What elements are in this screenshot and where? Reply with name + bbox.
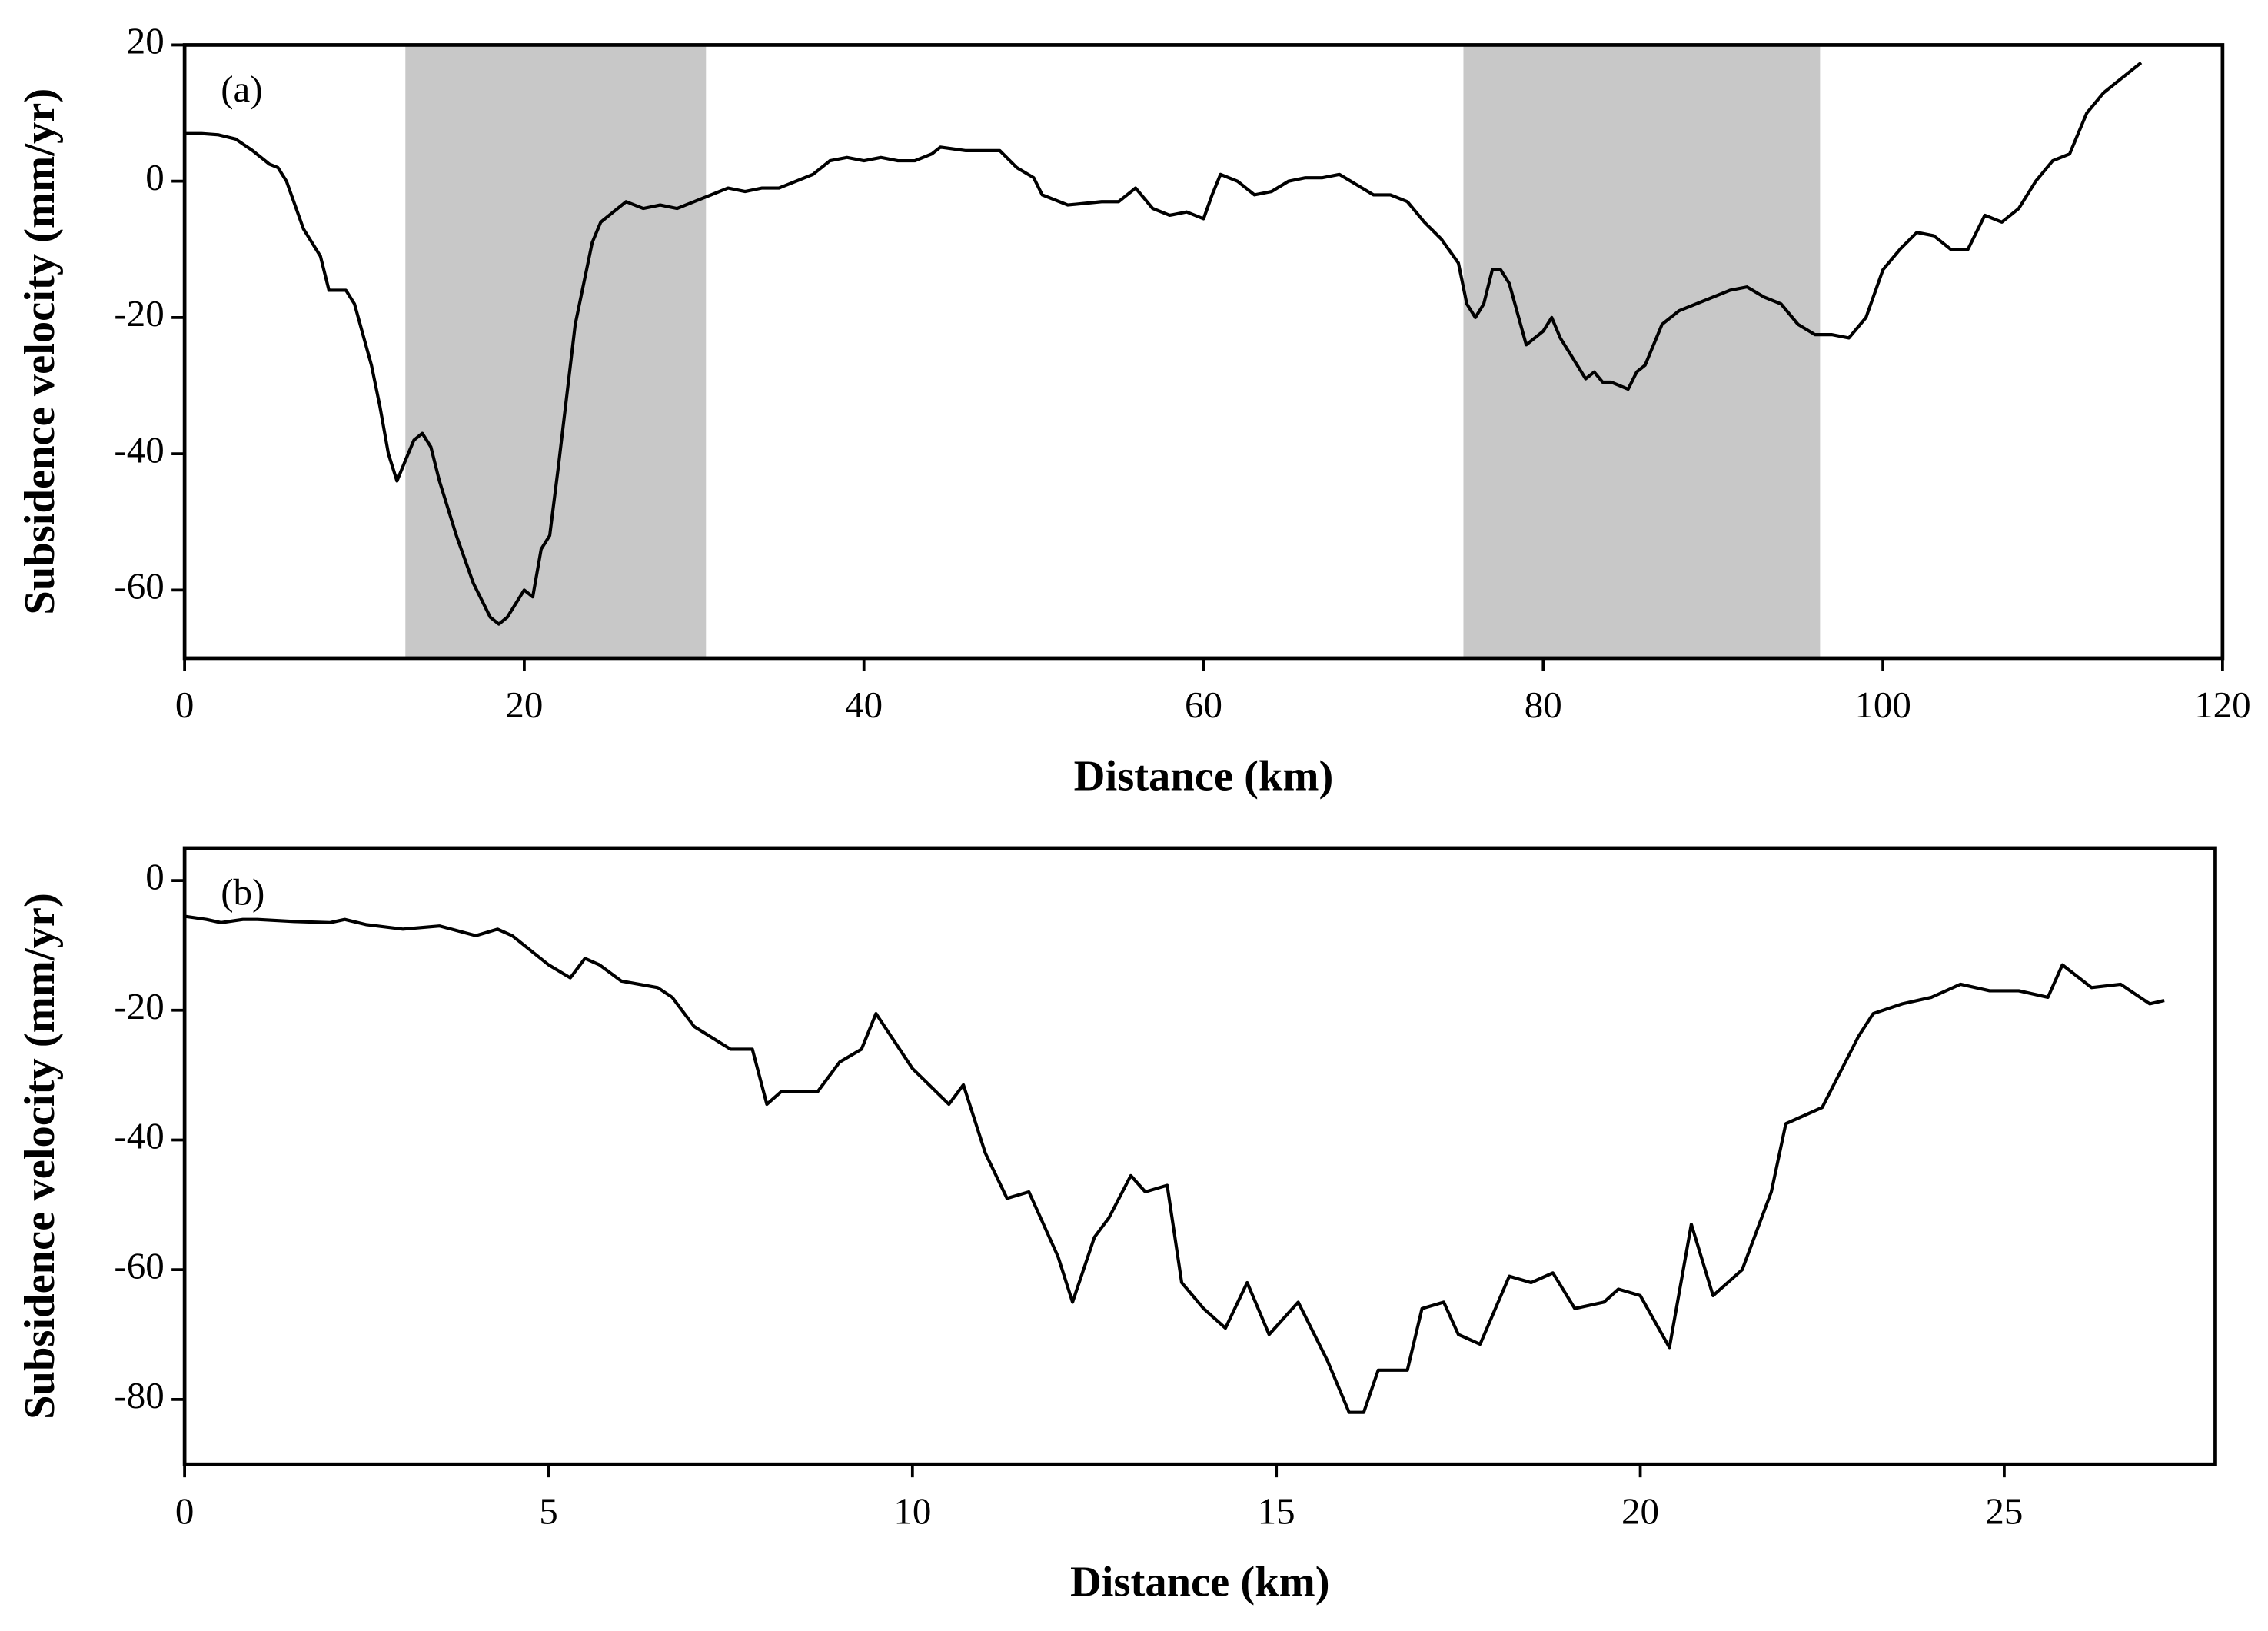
shaded-span <box>405 45 707 658</box>
y-tick-label: -40 <box>114 428 164 471</box>
y-tick-label: -40 <box>114 1115 164 1157</box>
y-tick-label: -20 <box>114 985 164 1027</box>
y-tick-label: 20 <box>127 20 165 62</box>
x-tick-label: 20 <box>505 684 543 726</box>
panel-label: (b) <box>221 870 264 913</box>
y-tick-label: -80 <box>114 1374 164 1416</box>
panel-label: (a) <box>221 68 262 110</box>
y-tick-label: -60 <box>114 1244 164 1286</box>
line <box>185 61 2143 626</box>
y-tick-label: -60 <box>114 565 164 607</box>
y-axis-title: Subsidence velocity (mm/yr) <box>16 88 64 615</box>
y-axis-title: Subsidence velocity (mm/yr) <box>16 893 64 1420</box>
x-tick-label: 40 <box>845 684 883 726</box>
x-axis-title: Distance (km) <box>1074 752 1334 800</box>
chart: 0 5 10 15 20 25 -80 -60 -40 -20 0 Distance (km) Subs… <box>16 846 2217 1606</box>
x-tick-label: 5 <box>539 1490 558 1532</box>
x-tick-label: 0 <box>175 684 195 726</box>
x-tick-label: 25 <box>1985 1490 2023 1532</box>
y-tick-label: 0 <box>145 156 165 198</box>
x-tick-label: 120 <box>2194 684 2251 726</box>
line <box>184 914 2165 1414</box>
x-tick-label: 0 <box>175 1490 195 1532</box>
x-tick-label: 20 <box>1621 1490 1659 1532</box>
x-tick-label: 15 <box>1258 1490 1295 1532</box>
x-tick-label: 80 <box>1525 684 1562 726</box>
chart: 0 20 40 60 80 100 120 -60 -40 -20 0 20 Distance (km)… <box>16 20 2250 801</box>
y-tick-label: 0 <box>145 855 165 897</box>
shaded-span <box>1463 45 1821 658</box>
y-tick-label: -20 <box>114 292 164 335</box>
x-tick-label: 60 <box>1185 684 1222 726</box>
x-tick-label: 100 <box>1854 684 1911 726</box>
x-axis-title: Distance (km) <box>1070 1559 1330 1606</box>
x-tick-label: 10 <box>893 1490 931 1532</box>
plot-frame <box>182 846 2217 1466</box>
